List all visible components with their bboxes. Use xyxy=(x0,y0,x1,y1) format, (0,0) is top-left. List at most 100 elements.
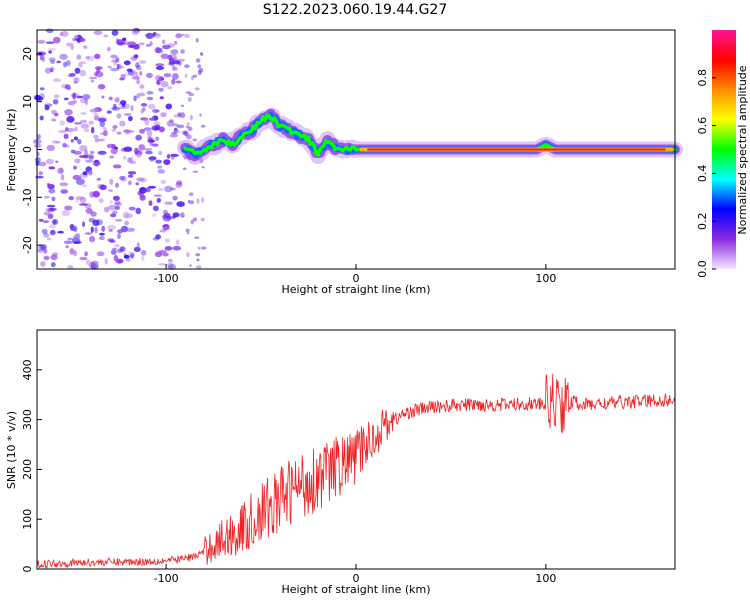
spectrogram-noise-blob xyxy=(62,142,67,148)
spectrogram-noise-blob xyxy=(123,254,130,259)
spectrogram-noise-blob xyxy=(108,96,113,101)
spectrogram-noise-blob xyxy=(197,64,202,69)
spectrogram-noise-blob xyxy=(185,91,192,94)
spectrogram-noise-blob xyxy=(192,217,198,222)
spectrogram-noise-blob xyxy=(90,79,95,83)
spectrogram-noise-blob xyxy=(66,116,75,123)
colorbar-gradient xyxy=(712,30,736,269)
spectrogram-noise-blob xyxy=(51,219,57,225)
y-tick-label: 300 xyxy=(21,409,34,430)
spectrogram-noise-blob xyxy=(55,140,61,144)
spectrogram-ylabel: Frequency (Hz) xyxy=(5,109,18,192)
spectrogram-noise-blob xyxy=(163,159,171,166)
spectrogram-noise-blob xyxy=(200,51,203,56)
spectrogram-noise-blob xyxy=(82,184,87,188)
spectrogram-noise-blob xyxy=(48,50,52,54)
snr-y-ticks: 0 100 200 300 400 xyxy=(21,359,42,573)
spectrogram-noise-blob xyxy=(149,158,155,162)
spectrogram-noise-blob xyxy=(167,262,174,269)
spectrogram-noise-blob xyxy=(117,229,123,234)
spectrogram-noise-blob xyxy=(110,59,117,63)
spectrogram-noise-blob xyxy=(73,235,81,239)
spectrogram-noise-blob xyxy=(37,39,46,44)
spectrogram-noise-blob xyxy=(195,58,201,63)
spectrogram-noise-blob xyxy=(80,123,90,129)
spectrogram-noise-blob xyxy=(104,206,110,213)
spectrogram-noise-blob xyxy=(98,236,105,241)
spectrogram-noise-blob xyxy=(36,96,44,101)
spectrogram-noise-blob xyxy=(135,207,142,215)
spectrogram-noise-blob xyxy=(139,60,147,64)
spectrogram-noise-blob xyxy=(101,95,105,99)
spectrogram-noise-blob xyxy=(53,94,60,99)
spectrogram-noise-blob xyxy=(49,207,57,211)
x-tick-label: 0 xyxy=(353,272,360,285)
x-tick-label: 100 xyxy=(535,272,556,285)
spectrogram-noise-blob xyxy=(187,97,192,102)
spectrogram-noise-blob xyxy=(108,229,113,232)
spectrogram-noise-blob xyxy=(53,78,62,82)
spectrogram-noise-blob xyxy=(155,65,165,71)
spectrogram-noise-blob xyxy=(120,175,128,182)
spectrogram-noise-blob xyxy=(162,226,171,231)
spectrogram-noise-blob xyxy=(182,215,185,218)
spectrogram-noise-blob xyxy=(186,252,190,258)
spectrogram-noise-blob xyxy=(160,80,169,88)
spectrogram-noise-blob xyxy=(66,60,71,66)
spectrogram-noise-blob xyxy=(116,113,122,119)
spectrogram-noise-blob xyxy=(176,180,183,186)
spectrogram-noise-blob xyxy=(114,97,120,103)
spectrogram-noise-blob xyxy=(139,187,147,194)
spectrogram-noise-blob xyxy=(112,164,122,169)
spectrogram-noise-blob xyxy=(189,200,195,205)
spectrogram-noise-blob xyxy=(114,146,118,150)
spectrogram-noise-blob xyxy=(170,49,179,55)
x-tick-label: -100 xyxy=(154,272,179,285)
spectrogram-noise-blob xyxy=(57,230,64,234)
spectrogram-noise-blob xyxy=(38,171,43,176)
spectrogram-noise-blob xyxy=(70,149,76,154)
spectrogram-noise-blob xyxy=(148,103,156,110)
spectrogram-noise-blob xyxy=(155,159,162,164)
spectrogram-noise-blobs xyxy=(33,27,207,270)
spectrogram-noise-blob xyxy=(192,170,199,173)
spectrogram-noise-blob xyxy=(114,205,121,210)
spectrogram-noise-blob xyxy=(48,166,56,170)
colorbar-tick-label: 0.4 xyxy=(696,165,709,183)
spectrogram-noise-blob xyxy=(46,144,55,152)
spectrogram-noise-blob xyxy=(151,125,160,131)
spectrogram-noise-blob xyxy=(94,138,100,143)
spectrogram-noise-blob xyxy=(173,60,180,65)
spectrogram-noise-blob xyxy=(66,42,74,47)
spectrogram-noise-blob xyxy=(163,73,172,78)
spectrogram-noise-blob xyxy=(130,253,135,259)
spectrogram-noise-blob xyxy=(201,197,204,203)
spectrogram-noise-blob xyxy=(188,192,194,196)
spectrogram-noise-blob xyxy=(89,191,94,198)
y-tick-label: 200 xyxy=(21,459,34,480)
spectrogram-noise-blob xyxy=(88,170,93,176)
spectrogram-noise-blob xyxy=(72,92,77,100)
spectrogram-noise-blob xyxy=(152,213,157,217)
spectrogram-noise-blob xyxy=(43,211,52,216)
spectrogram-noise-blob xyxy=(83,45,88,49)
spectrogram-noise-blob xyxy=(91,126,95,134)
spectrogram-noise-blob xyxy=(88,120,94,125)
spectrogram-noise-blob xyxy=(197,246,201,250)
spectrogram-noise-blob xyxy=(75,178,85,186)
spectrogram-noise-blob xyxy=(69,248,75,255)
spectrogram-noise-blob xyxy=(146,90,154,95)
spectrogram-noise-blob xyxy=(140,103,148,107)
spectrogram-noise-blob xyxy=(93,134,99,139)
spectrogram-noise-blob xyxy=(58,129,68,133)
spectrogram-noise-blob xyxy=(84,251,88,257)
spectrogram-noise-blob xyxy=(62,61,68,68)
spectrogram-noise-blob xyxy=(139,42,145,46)
spectrogram-noise-blob xyxy=(85,159,94,163)
spectrogram-noise-blob xyxy=(93,115,100,121)
spectrogram-noise-blob xyxy=(131,75,141,80)
spectrogram-noise-blob xyxy=(123,155,127,160)
spectrogram-noise-blob xyxy=(125,258,131,262)
spectrogram-noise-blob xyxy=(156,197,161,203)
spectrogram-noise-blob xyxy=(63,133,69,139)
